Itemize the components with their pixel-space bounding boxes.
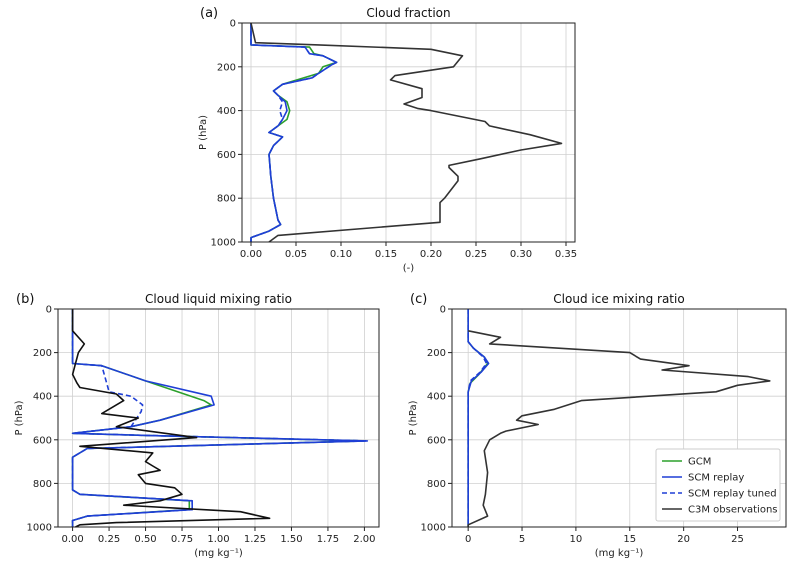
panel-b-ytick-label-2: 400 xyxy=(33,392,52,403)
panel-a-series-obs xyxy=(250,22,563,243)
panel-a-ytick-label-1: 200 xyxy=(217,62,236,73)
panel-b-ytick-label-0: 0 xyxy=(46,305,52,316)
panel-b-xtick-label-8: 2.00 xyxy=(353,534,375,545)
panel-a-ytick-label-3: 600 xyxy=(217,150,236,161)
panel-c-xtick-label-5: 25 xyxy=(731,534,744,545)
panel-a-xtick-label-1: 0.05 xyxy=(285,249,307,260)
panel-a-series-scm_tuned xyxy=(250,23,338,242)
panel-b-xtick-label-7: 1.75 xyxy=(317,534,339,545)
panel-b-ytick-label-4: 800 xyxy=(33,479,52,490)
panel-a-ylabel: P (hPa) xyxy=(198,115,209,150)
panel-a-frame xyxy=(241,22,576,243)
panel-c-label: (c) xyxy=(410,292,427,307)
panel-b-ylabel: P (hPa) xyxy=(14,400,25,435)
panel-c-legend xyxy=(655,448,781,522)
panel-a-ytick-label-5: 1000 xyxy=(211,238,236,249)
panel-c-ytick-label-4: 800 xyxy=(427,479,446,490)
panel-b-xtick-label-3: 0.75 xyxy=(171,534,193,545)
panel-c-ytick-label-0: 0 xyxy=(440,305,446,316)
panel-a-xtick-label-2: 0.10 xyxy=(330,249,352,260)
panel-a-xlabel: (-) xyxy=(403,263,415,274)
panel-c-xtick-label-0: 0 xyxy=(465,534,471,545)
panel-a-xtick-label-6: 0.30 xyxy=(510,249,532,260)
panel-c-series-scm_tuned xyxy=(467,309,488,527)
panel-c-ytick-label-5: 1000 xyxy=(421,523,446,534)
panel-b-xtick-label-2: 0.50 xyxy=(134,534,156,545)
panel-a-title: Cloud fraction xyxy=(366,6,450,20)
panel-a-ytick-label-4: 800 xyxy=(217,194,236,205)
panel-a-ytick-label-0: 0 xyxy=(230,19,236,30)
panel-b-xlabel: (mg kg⁻¹) xyxy=(194,548,243,559)
panel-b-xtick-label-0: 0.00 xyxy=(61,534,83,545)
panel-c-frame xyxy=(451,308,787,528)
panel-c-xtick-label-2: 10 xyxy=(570,534,583,545)
panel-c-xlabel: (mg kg⁻¹) xyxy=(595,548,644,559)
panel-a-xtick-label-5: 0.25 xyxy=(465,249,487,260)
panel-b-title: Cloud liquid mixing ratio xyxy=(145,292,292,306)
panel-b-series-scm_tuned xyxy=(71,309,369,527)
panel-a-xtick-label-3: 0.15 xyxy=(375,249,397,260)
panel-b-series-scm xyxy=(71,309,369,527)
panel-b-xtick-label-4: 1.00 xyxy=(207,534,229,545)
panel-c-xtick-label-3: 15 xyxy=(623,534,636,545)
panel-c-title: Cloud ice mixing ratio xyxy=(553,292,684,306)
panel-a-label: (a) xyxy=(200,6,218,21)
panel-c-ylabel: P (hPa) xyxy=(408,400,419,435)
panel-b-ytick-label-1: 200 xyxy=(33,348,52,359)
panel-b-xtick-label-6: 1.50 xyxy=(280,534,302,545)
panel-c-ytick-label-2: 400 xyxy=(427,392,446,403)
panel-c-legend-label-obs: C3M observations xyxy=(688,505,778,516)
panel-c-ytick-label-1: 200 xyxy=(427,348,446,359)
panel-b-series-obs xyxy=(71,309,271,528)
panel-b-xtick-label-5: 1.25 xyxy=(244,534,266,545)
panel-c-legend-label-gcm: GCM xyxy=(688,457,711,468)
panel-c-ytick-label-3: 600 xyxy=(427,435,446,446)
panel-c-series-obs xyxy=(467,330,771,527)
panel-a-xtick-label-0: 0.00 xyxy=(240,249,262,260)
panel-a-ytick-label-2: 400 xyxy=(217,106,236,117)
panel-b-xtick-label-1: 0.25 xyxy=(98,534,120,545)
panel-b-ytick-label-3: 600 xyxy=(33,435,52,446)
panel-c-xtick-label-4: 20 xyxy=(677,534,690,545)
panel-b-ytick-label-5: 1000 xyxy=(27,523,52,534)
panel-a-xtick-label-4: 0.20 xyxy=(420,249,442,260)
panel-c-legend-label-scm: SCM replay xyxy=(688,473,744,484)
panel-c-xtick-label-1: 5 xyxy=(519,534,525,545)
panel-b-label: (b) xyxy=(16,292,34,307)
panel-c-legend-label-scm_tuned: SCM replay tuned xyxy=(688,489,777,500)
panel-a-xtick-label-7: 0.35 xyxy=(555,249,577,260)
